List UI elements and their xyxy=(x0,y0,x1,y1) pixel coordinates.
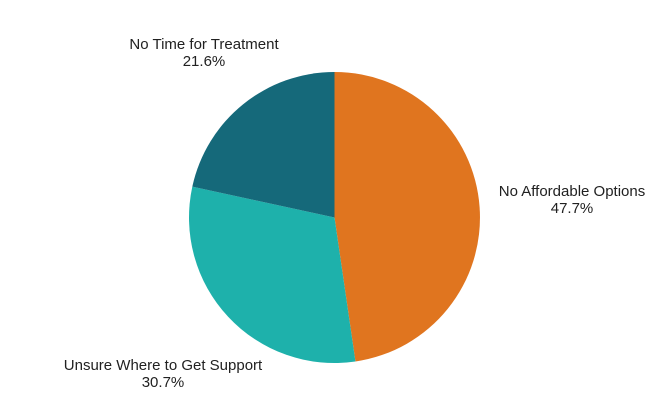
slice-percent: 47.7% xyxy=(550,200,594,217)
slice-percent: 21.6% xyxy=(182,53,226,70)
slice-label: Unsure Where to Get Support xyxy=(63,357,263,374)
slice-callout-unsure-where-to-get-support: Unsure Where to Get Support 30.7% xyxy=(64,357,262,391)
pie-slice-no-affordable-options[interactable] xyxy=(334,72,480,362)
pie-slice-unsure-where-to-get-support[interactable] xyxy=(189,186,356,363)
slice-callout-no-time-for-treatment: No Time for Treatment 21.6% xyxy=(129,36,278,70)
slice-label: No Affordable Options xyxy=(498,183,646,200)
slice-callout-no-affordable-options: No Affordable Options 47.7% xyxy=(499,183,645,217)
pie-slice-no-time-for-treatment[interactable] xyxy=(192,72,335,218)
slice-label: No Time for Treatment xyxy=(129,36,279,53)
slice-percent: 30.7% xyxy=(141,374,185,391)
